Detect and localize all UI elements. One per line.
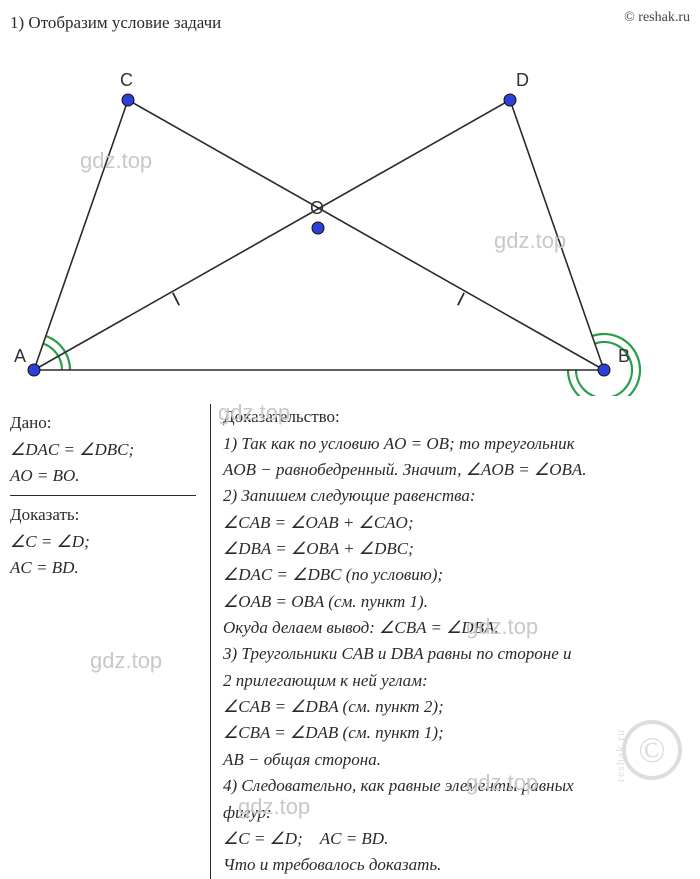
proof-title: Доказательство: — [223, 404, 690, 430]
given-line: ∠DAC = ∠DBC; — [10, 437, 196, 463]
given-block: Дано: ∠DAC = ∠DBC;AO = BO. — [10, 404, 196, 496]
proof-line: Что и требовалось доказать. — [223, 852, 690, 878]
svg-text:O: O — [310, 198, 324, 218]
svg-text:B: B — [618, 346, 630, 366]
proof-line: ∠DAC = ∠DBC (по условию); — [223, 562, 690, 588]
proof-line: 3) Треугольники CAB и DBA равны по сторо… — [223, 641, 690, 667]
svg-text:A: A — [14, 346, 26, 366]
proof-line: 1) Так как по условию AO = OB; то треуго… — [223, 431, 690, 457]
proof-line: ∠CAB = ∠OAB + ∠CAO; — [223, 510, 690, 536]
prove-block: Доказать: ∠C = ∠D;AC = BD. — [10, 496, 196, 587]
given-line: AO = BO. — [10, 463, 196, 489]
proof-line: 2) Запишем следующие равенства: — [223, 483, 690, 509]
proof-line: ∠DBA = ∠OBA + ∠DBC; — [223, 536, 690, 562]
given-title: Дано: — [10, 410, 196, 436]
proof-line: 2 прилегающим к ней углам: — [223, 668, 690, 694]
proof-line: фигур: — [223, 800, 690, 826]
proof-line: ∠CAB = ∠DBA (см. пункт 2); — [223, 694, 690, 720]
reshak-badge-symbol: © — [618, 716, 686, 784]
svg-text:D: D — [516, 70, 529, 90]
geometry-figure: A B C D O — [10, 56, 690, 396]
proof-line: ∠OAB = OBA (см. пункт 1). — [223, 589, 690, 615]
proof-grid: Дано: ∠DAC = ∠DBC;AO = BO. Доказать: ∠C … — [10, 404, 690, 878]
prove-title: Доказать: — [10, 502, 196, 528]
given-column: Дано: ∠DAC = ∠DBC;AO = BO. Доказать: ∠C … — [10, 404, 210, 878]
copyright-text: © reshak.ru — [624, 10, 690, 26]
reshak-watermark-badge: reshak.ru © — [612, 720, 692, 800]
header-row: 1) Отобразим условие задачи © reshak.ru — [10, 10, 690, 36]
step-label: 1) Отобразим условие задачи — [10, 10, 221, 36]
proof-line: ∠C = ∠D; AC = BD. — [223, 826, 690, 852]
figure-svg: A B C D O — [10, 56, 690, 396]
prove-line: ∠C = ∠D; — [10, 529, 196, 555]
proof-line: Окуда делаем вывод: ∠CBA = ∠DBA. — [223, 615, 690, 641]
prove-line: AC = BD. — [10, 555, 196, 581]
proof-line: AOB − равнобедренный. Значит, ∠AOB = ∠OB… — [223, 457, 690, 483]
proof-column: Доказательство: 1) Так как по условию AO… — [210, 404, 690, 878]
svg-text:C: C — [120, 70, 133, 90]
